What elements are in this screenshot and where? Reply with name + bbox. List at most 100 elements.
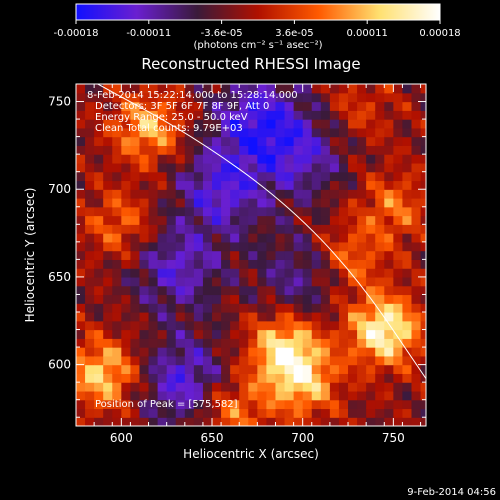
heatmap-cell xyxy=(338,399,349,410)
heatmap-cell xyxy=(184,355,195,366)
heatmap-cell xyxy=(411,119,422,129)
heatmap-cell xyxy=(157,312,168,322)
heatmap-cell xyxy=(85,276,95,287)
heatmap-cell xyxy=(175,250,186,260)
heatmap-cell xyxy=(94,320,104,331)
heatmap-cell xyxy=(157,171,168,182)
heatmap-cell xyxy=(302,329,313,339)
heatmap-cell xyxy=(112,241,122,252)
heatmap-cell xyxy=(293,417,304,426)
heatmap-cell xyxy=(175,119,186,129)
heatmap-cell xyxy=(266,154,277,164)
heatmap-cell xyxy=(293,127,304,138)
heatmap-cell xyxy=(366,268,376,278)
heatmap-cell xyxy=(248,171,258,182)
heatmap-cell xyxy=(148,329,159,339)
heatmap-cell xyxy=(103,338,113,348)
heatmap-cell xyxy=(393,364,404,374)
heatmap-cell xyxy=(221,250,231,260)
heatmap-cell xyxy=(348,399,358,410)
heatmap-cell xyxy=(311,84,322,94)
heatmap-cell xyxy=(393,294,404,304)
heatmap-cell xyxy=(76,119,86,129)
heatmap-cell xyxy=(402,145,413,155)
heatmap-cell xyxy=(157,347,168,357)
heatmap-cell xyxy=(184,399,195,410)
heatmap-cell xyxy=(221,294,231,304)
heatmap-cell xyxy=(311,382,322,392)
heatmap-cell xyxy=(230,189,240,199)
heatmap-cell xyxy=(402,110,413,120)
heatmap-cell xyxy=(130,241,141,252)
heatmap-cell xyxy=(357,206,367,217)
heatmap-cell xyxy=(148,189,159,199)
heatmap-cell xyxy=(103,303,113,313)
heatmap-cell xyxy=(157,136,168,146)
heatmap-cell xyxy=(230,355,240,366)
heatmap-cell xyxy=(393,110,404,120)
heatmap-cell xyxy=(239,84,249,94)
heatmap-cell xyxy=(266,399,277,410)
heatmap-cell xyxy=(402,250,413,260)
heatmap-cell xyxy=(230,180,240,190)
heatmap-cell xyxy=(103,145,113,155)
heatmap-cell xyxy=(411,320,422,331)
heatmap-cell xyxy=(94,224,104,234)
heatmap-cell xyxy=(420,198,426,208)
heatmap-cell xyxy=(329,338,340,348)
heatmap-cell xyxy=(275,268,286,278)
heatmap-cell xyxy=(266,329,277,339)
heatmap-cell xyxy=(311,408,322,418)
heatmap-cell xyxy=(85,312,95,322)
heatmap-cell xyxy=(338,338,349,348)
heatmap-cell xyxy=(193,417,204,426)
heatmap-cell xyxy=(311,268,322,278)
heatmap-cell xyxy=(411,92,422,103)
heatmap-cell xyxy=(393,320,404,331)
heatmap-cell xyxy=(348,276,358,287)
heatmap-cell xyxy=(239,259,249,269)
heatmap-cell xyxy=(320,154,331,164)
heatmap-cell xyxy=(193,92,204,103)
heatmap-cell xyxy=(94,92,104,103)
heatmap-cell xyxy=(302,399,313,410)
heatmap-cell xyxy=(193,355,204,366)
heatmap-cell xyxy=(402,303,413,313)
heatmap-cell xyxy=(85,154,95,164)
heatmap-cell xyxy=(193,110,204,120)
heatmap-cell xyxy=(329,198,340,208)
heatmap-cell xyxy=(175,382,186,392)
heatmap-cell xyxy=(221,329,231,339)
heatmap-cell xyxy=(284,162,295,173)
heatmap-cell xyxy=(384,390,394,401)
heatmap-cell xyxy=(85,399,95,410)
heatmap-cell xyxy=(384,320,394,331)
heatmap-cell xyxy=(320,303,331,313)
heatmap-cell xyxy=(175,92,186,103)
heatmap-cell xyxy=(230,364,240,374)
heatmap-cell xyxy=(366,101,376,111)
heatmap-cell xyxy=(293,390,304,401)
heatmap-cell xyxy=(202,355,213,366)
heatmap-cell xyxy=(94,198,104,208)
heatmap-cell xyxy=(302,408,313,418)
heatmap-cell xyxy=(202,320,213,331)
heatmap-cell xyxy=(329,276,340,287)
heatmap-cell xyxy=(166,145,177,155)
heatmap-cell xyxy=(348,127,358,138)
heatmap-cell xyxy=(139,390,150,401)
heatmap-cell xyxy=(384,119,394,129)
heatmap-cell xyxy=(230,154,240,164)
heatmap-cell xyxy=(184,285,195,296)
heatmap-cell xyxy=(284,312,295,322)
heatmap-cell xyxy=(384,154,394,164)
heatmap-cell xyxy=(103,285,113,296)
heatmap-cell xyxy=(393,382,404,392)
heatmap-cell xyxy=(130,206,141,217)
heatmap-cell xyxy=(320,364,331,374)
heatmap-cell xyxy=(248,119,258,129)
heatmap-cell xyxy=(375,136,385,146)
heatmap-cell xyxy=(320,399,331,410)
heatmap-cell xyxy=(257,294,268,304)
heatmap-cell xyxy=(221,285,231,296)
